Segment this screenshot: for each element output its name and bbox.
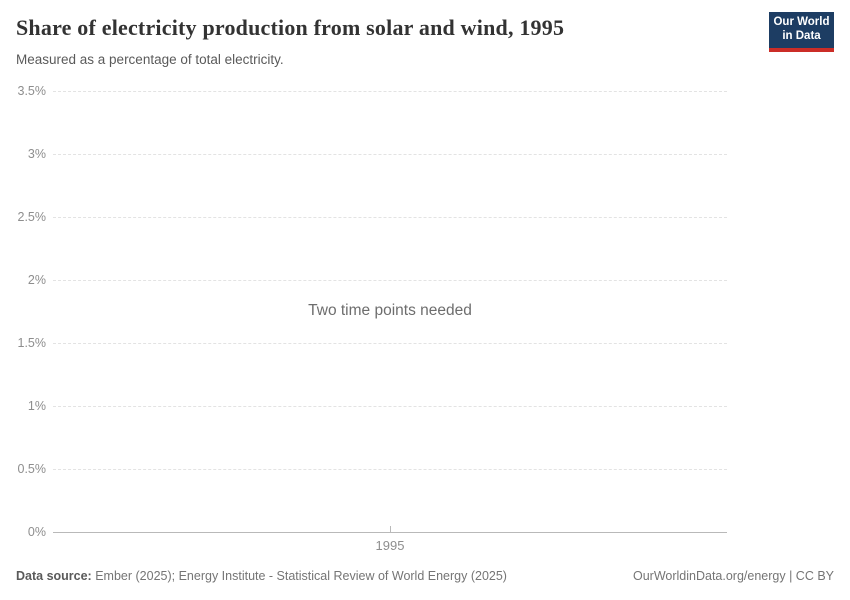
y-axis-tick-label: 2%	[27, 273, 46, 287]
gridline	[53, 343, 727, 344]
credit-line: OurWorldinData.org/energy | CC BY	[632, 569, 834, 583]
data-source-text: Ember (2025); Energy Institute - Statist…	[95, 569, 507, 583]
owid-logo: Our World in Data	[769, 12, 834, 52]
gridline	[53, 154, 727, 155]
gridline	[53, 91, 727, 92]
owid-logo-line1: Our World	[773, 16, 830, 29]
y-axis-tick-label: 3%	[27, 147, 46, 161]
gridline	[53, 406, 727, 407]
y-axis-tick-label: 1.5%	[17, 336, 47, 350]
gridline	[53, 217, 727, 218]
data-source-line: Data source: Ember (2025); Energy Instit…	[16, 569, 507, 583]
y-axis-tick-label: 0%	[27, 525, 46, 539]
y-axis-tick-label: 0.5%	[17, 462, 47, 476]
y-axis-tick-label: 2.5%	[17, 210, 47, 224]
y-axis-tick-label: 1%	[27, 399, 46, 413]
x-axis-tick-mark	[389, 526, 391, 532]
chart-subtitle: Measured as a percentage of total electr…	[16, 52, 284, 67]
data-source-label: Data source:	[16, 569, 92, 583]
x-axis-line	[53, 532, 727, 533]
y-axis-tick-label: 3.5%	[17, 84, 47, 98]
owid-logo-line2: in Data	[782, 30, 821, 42]
empty-chart-message: Two time points needed	[308, 302, 472, 319]
x-axis-tick-label: 1995	[375, 538, 405, 553]
chart-title: Share of electricity production from sol…	[16, 15, 565, 40]
gridline	[53, 469, 727, 470]
gridline	[53, 280, 727, 281]
